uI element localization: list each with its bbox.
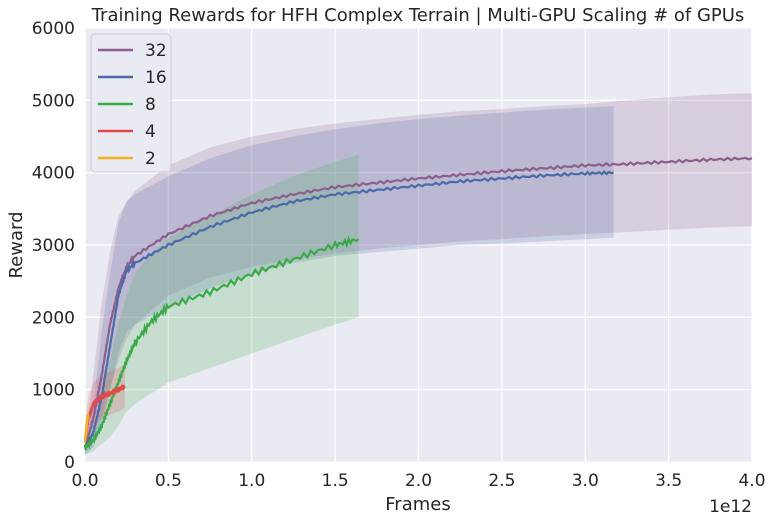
x-tick-label: 3.0 <box>572 471 599 491</box>
x-tick-label: 2.0 <box>405 471 432 491</box>
x-tick-label: 1.5 <box>322 471 349 491</box>
band-series-32 <box>85 93 752 455</box>
legend-label: 32 <box>145 41 167 61</box>
x-tick-label: 0.5 <box>155 471 182 491</box>
y-tick-labels: 0 1000 2000 3000 4000 5000 6000 <box>32 19 75 473</box>
grid-lines <box>84 27 753 463</box>
legend: 32 16 8 4 2 <box>90 33 172 173</box>
y-tick-label: 3000 <box>32 236 75 256</box>
legend-label: 8 <box>145 95 156 115</box>
x-offset-label: 1e12 <box>709 497 752 517</box>
y-tick-label: 4000 <box>32 164 75 184</box>
line-series-16 <box>84 169 614 449</box>
x-axis-title: Frames <box>385 494 450 515</box>
y-tick-label: 6000 <box>32 19 75 39</box>
series-lines <box>83 156 753 451</box>
confidence-bands <box>85 93 752 455</box>
x-tick-label: 4.0 <box>738 471 765 491</box>
y-tick-label: 5000 <box>32 91 75 111</box>
line-series-8 <box>83 235 360 451</box>
y-tick-label: 0 <box>64 453 75 473</box>
chart-title: Training Rewards for HFH Complex Terrain… <box>91 5 745 26</box>
x-tick-label: 3.5 <box>655 471 682 491</box>
band-series-16 <box>85 106 614 455</box>
x-tick-label: 1.0 <box>238 471 265 491</box>
x-tick-label: 2.5 <box>488 471 515 491</box>
x-tick-labels: 0.0 0.5 1.0 1.5 2.0 2.5 3.0 3.5 4.0 <box>71 471 765 491</box>
y-tick-label: 2000 <box>32 308 75 328</box>
y-axis-title: Reward <box>6 211 27 278</box>
y-tick-label: 1000 <box>32 381 75 401</box>
line-series-2 <box>83 413 90 443</box>
line-series-32 <box>83 156 753 448</box>
x-tick-label: 0.0 <box>71 471 98 491</box>
legend-label: 4 <box>145 122 156 142</box>
legend-label: 2 <box>145 149 156 169</box>
band-series-4 <box>85 364 125 452</box>
legend-label: 16 <box>145 68 167 88</box>
band-series-8 <box>85 154 359 455</box>
